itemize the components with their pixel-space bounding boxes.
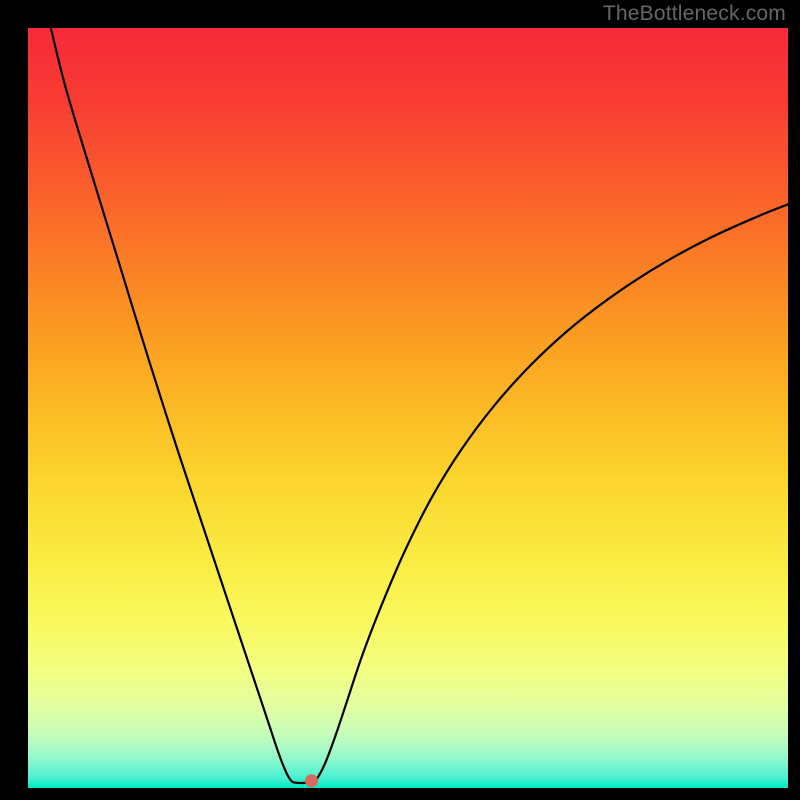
- plot-area: [28, 28, 788, 788]
- chart-frame: TheBottleneck.com: [0, 0, 800, 800]
- watermark-text: TheBottleneck.com: [603, 2, 786, 26]
- gradient-background: [28, 28, 788, 788]
- optimal-point-marker: [305, 774, 318, 787]
- chart-svg: [28, 28, 788, 788]
